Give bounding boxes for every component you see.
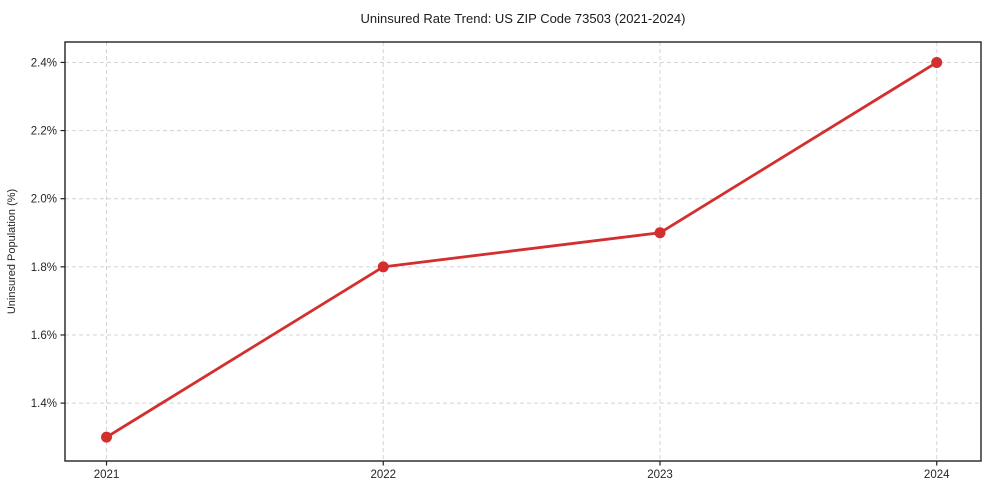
y-axis-label: Uninsured Population (%) (6, 189, 18, 314)
y-tick-label: 2.0% (31, 194, 57, 206)
data-point-2021 (101, 431, 113, 443)
y-tick-label: 1.6% (31, 330, 57, 342)
axis-layer: 1.4% 1.6% 1.8% 2.0% 2.2% 2.4% 2021 2022 2023 2024 (31, 41, 982, 481)
x-tick-label: 2023 (647, 469, 673, 481)
x-tick-label: 2022 (370, 469, 396, 481)
chart-title: Uninsured Rate Trend: US ZIP Code 73503 … (361, 11, 686, 26)
data-point-2022 (377, 261, 389, 273)
x-tick-label: 2021 (94, 469, 120, 481)
data-point-2024 (931, 56, 943, 68)
trend-series (101, 56, 943, 443)
y-tick-label: 2.4% (31, 57, 57, 69)
trend-line (105, 61, 939, 439)
grid-layer (65, 42, 981, 461)
x-tick-label: 2024 (924, 469, 950, 481)
plot-frame (64, 41, 982, 462)
y-tick-label: 1.4% (31, 398, 57, 410)
data-point-2023 (654, 227, 666, 239)
y-tick-label: 2.2% (31, 126, 57, 138)
y-tick-label: 1.8% (31, 262, 57, 274)
